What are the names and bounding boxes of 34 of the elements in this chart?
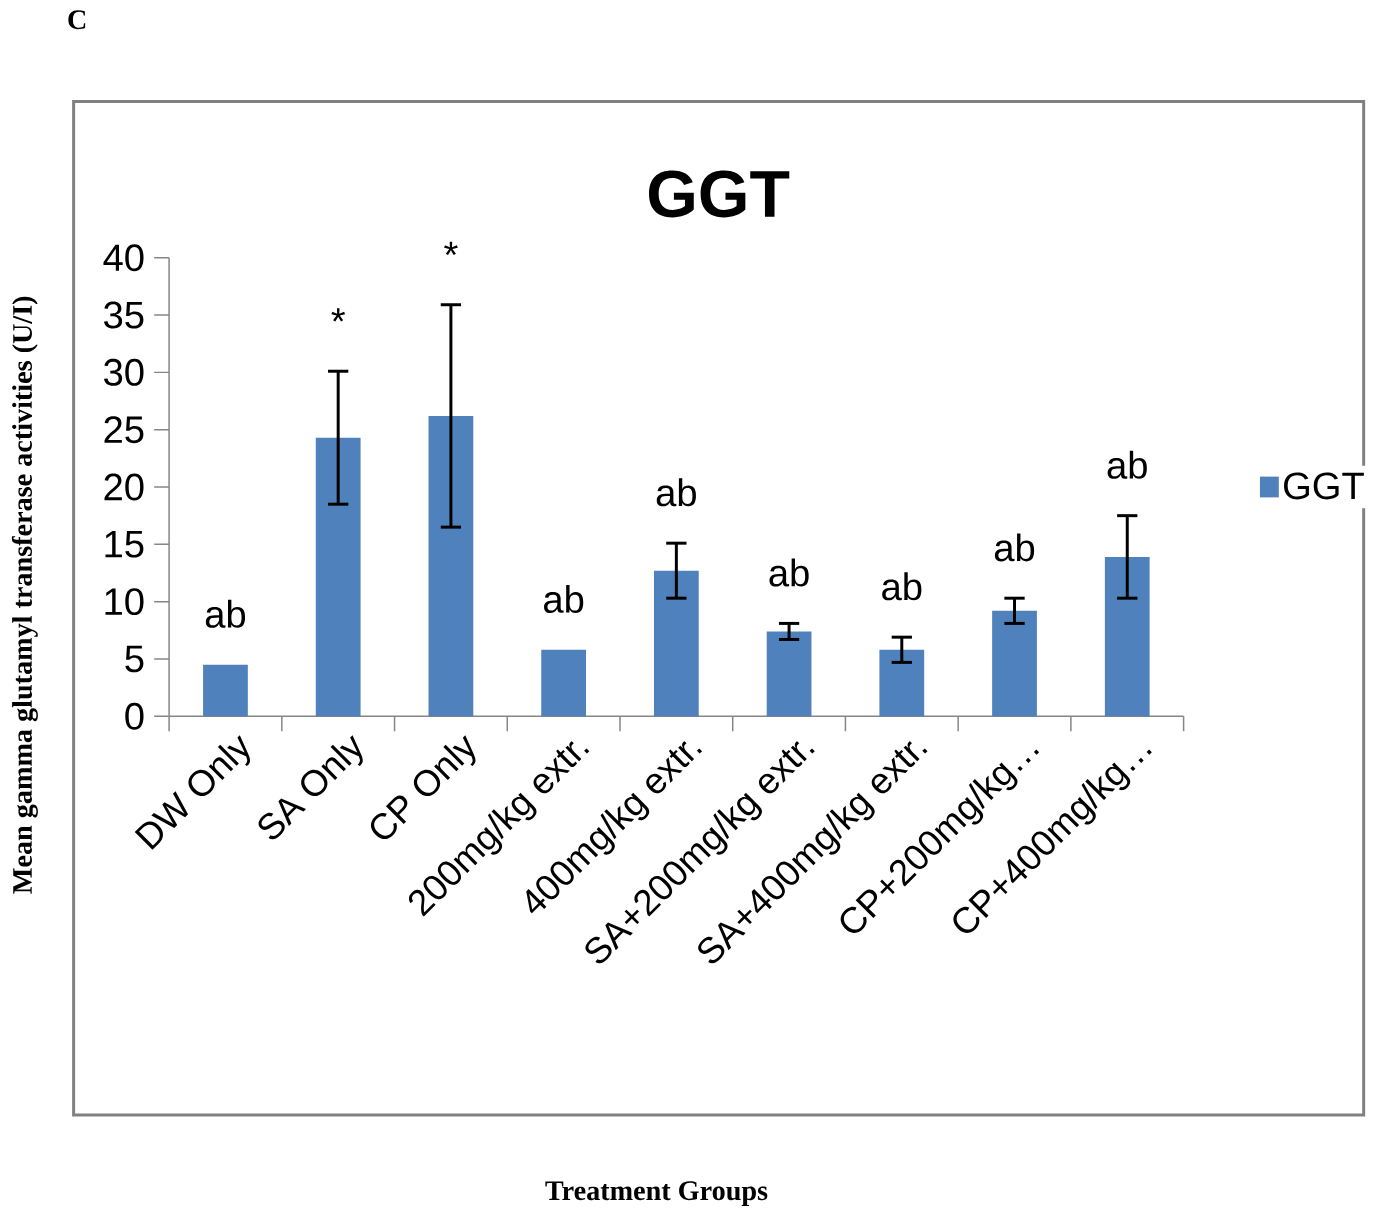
annotation: * xyxy=(331,307,346,322)
annotation: ab xyxy=(994,533,1035,562)
bar xyxy=(428,415,474,717)
bar xyxy=(541,649,587,717)
y-axis-title: Mean gamma glutamyl transferase activities (U/I) xyxy=(11,296,38,894)
bar xyxy=(315,437,361,717)
text: * xyxy=(444,241,458,255)
text: Treatment Groups xyxy=(545,1180,768,1206)
y-tick-label: 15 xyxy=(105,530,144,558)
y-tick-label: 40 xyxy=(103,244,144,271)
annotation: ab xyxy=(656,478,696,507)
bar xyxy=(1104,556,1150,717)
annotation: ab xyxy=(769,558,809,587)
y-tick-label: 10 xyxy=(105,587,144,615)
y-tick-label: 30 xyxy=(104,358,144,386)
x-tick-label: SA Only xyxy=(258,735,363,839)
bar xyxy=(203,664,248,717)
chart-title: GGT xyxy=(649,170,790,218)
annotation: ab xyxy=(1107,450,1147,479)
y-tick-label: 20 xyxy=(104,473,144,501)
y-tick-label: 25 xyxy=(104,415,144,443)
text: C xyxy=(68,10,86,29)
legend-label: GGT xyxy=(1284,472,1364,500)
bar xyxy=(879,649,925,717)
annotation: ab xyxy=(882,572,922,601)
x-tick-label: DW Only xyxy=(134,735,251,850)
y-tick-label: 35 xyxy=(104,301,144,329)
annotation: ab xyxy=(205,599,246,628)
bar xyxy=(653,570,699,717)
y-tick-label: 5 xyxy=(125,645,144,673)
y-tick-label: 0 xyxy=(125,702,144,730)
bar xyxy=(992,610,1037,717)
bar xyxy=(766,631,812,717)
annotation: ab xyxy=(544,584,584,613)
